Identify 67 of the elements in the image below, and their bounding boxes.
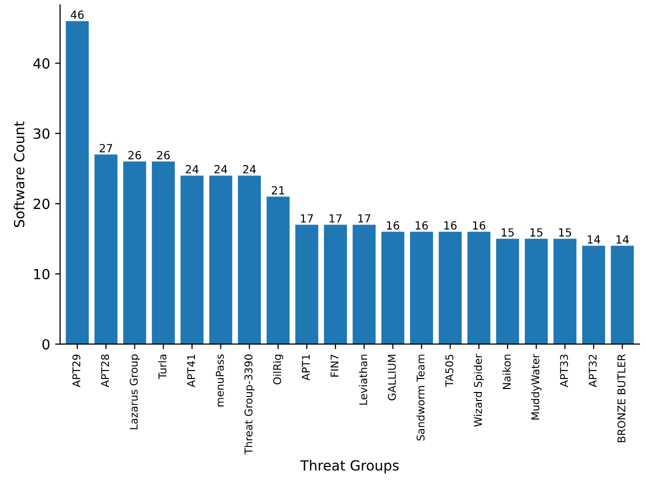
- data-label: 21: [272, 186, 284, 194]
- data-label: 27: [100, 144, 112, 152]
- bar: [209, 176, 232, 344]
- bar: [152, 162, 175, 344]
- x-tick-label: BRONZE BUTLER: [617, 354, 626, 442]
- x-tick-label: Sandworm Team: [416, 354, 425, 440]
- data-label: 46: [70, 10, 84, 19]
- bar: [553, 238, 576, 344]
- bar: [266, 196, 290, 344]
- bar: [496, 238, 520, 344]
- y-tick-label: 20: [34, 198, 50, 210]
- x-tick-label: Lazarus Group: [130, 354, 140, 430]
- data-label: 26: [128, 150, 142, 160]
- y-tick-label: 40: [33, 58, 50, 69]
- data-label: 15: [559, 228, 572, 237]
- data-label: 17: [358, 214, 370, 222]
- data-label: 26: [157, 150, 170, 160]
- x-tick-label: Threat Group-3390: [244, 354, 255, 454]
- x-tick-label: Leviathan: [359, 354, 368, 405]
- data-label: 24: [243, 165, 256, 174]
- bar: [410, 232, 433, 344]
- data-label: 24: [214, 165, 228, 174]
- x-tick-label: APT41: [187, 354, 195, 388]
- bar: [438, 232, 462, 344]
- x-tick-label: Turla: [158, 354, 166, 380]
- data-label: 14: [616, 235, 629, 244]
- x-tick-label: APT32: [588, 354, 597, 388]
- y-axis-title: Software Count: [14, 121, 24, 228]
- x-axis-title: Threat Groups: [300, 460, 399, 474]
- data-label: 16: [416, 221, 428, 230]
- data-label: 16: [444, 221, 457, 230]
- x-tick-label: GALLIUM: [388, 354, 396, 400]
- x-tick-label: APT1: [302, 354, 310, 380]
- y-tick-label: 10: [34, 268, 50, 280]
- y-tick-label: 0: [42, 339, 50, 350]
- y-tick-label: 30: [34, 128, 50, 139]
- bar: [582, 246, 606, 344]
- x-tick-label: APT29: [72, 354, 80, 388]
- x-tick-label: Naikon: [502, 354, 511, 389]
- x-tick-label: APT28: [101, 354, 110, 388]
- x-tick-label: MuddyWater: [531, 354, 542, 420]
- bar: [66, 21, 89, 344]
- data-label: 16: [386, 221, 400, 230]
- data-label: 14: [588, 235, 600, 244]
- data-label: 17: [300, 214, 313, 222]
- bar: [238, 176, 261, 344]
- data-label: 24: [186, 165, 198, 174]
- x-tick-label: APT33: [560, 354, 568, 388]
- data-label: 15: [530, 228, 542, 237]
- bar: [123, 162, 146, 344]
- bar: [180, 176, 204, 344]
- x-tick-label: Wizard Spider: [474, 354, 484, 427]
- bar: [381, 232, 404, 344]
- x-tick-label: menuPass: [216, 354, 224, 406]
- x-tick-label: TA505: [445, 354, 454, 387]
- bar: [524, 238, 548, 344]
- data-label: 15: [502, 228, 514, 237]
- bar: [295, 224, 318, 344]
- x-tick-label: OilRig: [272, 354, 284, 384]
- bar: [94, 154, 118, 344]
- data-label: 17: [330, 214, 342, 222]
- bar: [324, 224, 347, 344]
- bar: [467, 232, 490, 344]
- bar: [352, 224, 376, 344]
- data-label: 16: [473, 221, 486, 230]
- bar: [610, 246, 634, 344]
- x-tick-label: FIN7: [330, 354, 338, 377]
